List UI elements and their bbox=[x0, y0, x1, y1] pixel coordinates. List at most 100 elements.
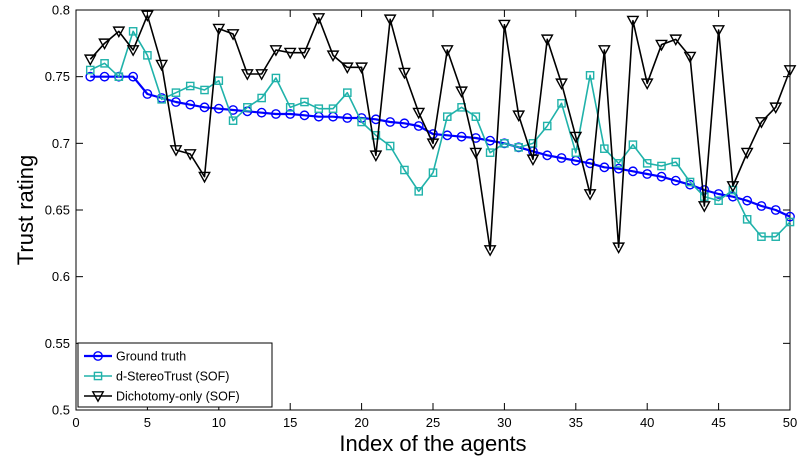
data-point-circle bbox=[656, 171, 667, 182]
data-point-triangle bbox=[583, 189, 597, 201]
data-point-triangle bbox=[455, 86, 468, 98]
data-point-circle bbox=[742, 195, 753, 206]
data-point-square bbox=[642, 159, 652, 168]
data-point-triangle bbox=[483, 245, 497, 257]
data-point-circle bbox=[256, 107, 267, 118]
data-point-triangle bbox=[112, 26, 126, 38]
x-tick-label: 25 bbox=[426, 415, 440, 430]
data-point-square bbox=[185, 81, 195, 91]
data-point-circle bbox=[670, 175, 681, 186]
data-point-circle bbox=[199, 102, 210, 113]
data-point-triangle bbox=[398, 67, 411, 80]
data-point-triangle bbox=[141, 10, 154, 22]
data-point-triangle bbox=[683, 51, 697, 64]
data-point-square bbox=[514, 143, 523, 152]
data-point-triangle bbox=[298, 47, 311, 60]
data-point-triangle bbox=[412, 107, 426, 120]
y-tick-label: 0.55 bbox=[45, 336, 70, 351]
data-point-square bbox=[328, 104, 338, 113]
data-point-triangle bbox=[383, 14, 397, 26]
data-point-square bbox=[343, 88, 352, 97]
data-point-square bbox=[271, 73, 281, 83]
data-point-triangle bbox=[83, 54, 97, 66]
x-axis-title: Index of the agents bbox=[339, 431, 526, 456]
data-point-triangle bbox=[198, 171, 211, 184]
data-point-square bbox=[257, 93, 266, 103]
data-point-circle bbox=[756, 201, 767, 211]
x-tick-label: 5 bbox=[144, 415, 151, 430]
data-point-square bbox=[671, 157, 681, 167]
data-point-triangle bbox=[183, 149, 197, 161]
data-point-square bbox=[485, 148, 495, 157]
data-point-square bbox=[285, 103, 295, 112]
data-point-triangle bbox=[626, 15, 640, 28]
data-point-circle bbox=[456, 131, 467, 142]
series-square bbox=[85, 27, 795, 241]
data-point-triangle bbox=[526, 154, 540, 166]
data-point-triangle bbox=[512, 110, 526, 122]
data-point-triangle bbox=[426, 138, 440, 150]
legend-marker bbox=[93, 371, 103, 381]
data-point-circle bbox=[556, 153, 567, 163]
data-point-circle bbox=[585, 158, 595, 169]
x-tick-label: 50 bbox=[783, 415, 797, 430]
x-tick-label: 30 bbox=[497, 415, 511, 430]
x-tick-label: 15 bbox=[283, 415, 297, 430]
x-tick-label: 0 bbox=[72, 415, 79, 430]
data-point-circle bbox=[699, 185, 710, 195]
data-point-square bbox=[143, 51, 152, 60]
data-point-circle bbox=[299, 110, 310, 121]
data-point-triangle bbox=[669, 34, 683, 46]
data-point-square bbox=[385, 141, 395, 151]
data-point-circle bbox=[642, 169, 653, 179]
data-point-circle bbox=[128, 71, 139, 82]
data-point-triangle bbox=[240, 69, 254, 81]
data-point-triangle bbox=[469, 147, 483, 160]
data-point-square bbox=[114, 72, 124, 81]
data-point-triangle bbox=[755, 117, 768, 129]
y-tick-label: 0.6 bbox=[52, 269, 70, 284]
legend-label: Ground truth bbox=[116, 350, 186, 364]
legend: Ground truth d-StereoTrust (SOF) Dichotomy… bbox=[77, 342, 273, 408]
data-point-circle bbox=[185, 99, 196, 110]
data-point-triangle bbox=[98, 38, 111, 50]
data-point-square bbox=[785, 217, 795, 227]
data-point-triangle bbox=[440, 45, 454, 57]
data-point-triangle bbox=[540, 34, 554, 46]
data-point-circle bbox=[413, 121, 424, 131]
data-point-triangle bbox=[783, 65, 797, 77]
data-point-triangle bbox=[340, 62, 354, 74]
data-point-triangle bbox=[769, 102, 783, 114]
data-point-square bbox=[557, 99, 566, 108]
data-point-triangle bbox=[655, 39, 668, 52]
data-point-circle bbox=[628, 166, 638, 177]
data-point-square bbox=[157, 95, 166, 104]
data-point-triangle bbox=[612, 242, 626, 254]
data-point-square bbox=[685, 177, 695, 187]
data-point-circle bbox=[785, 211, 795, 222]
data-point-square bbox=[300, 97, 309, 107]
data-point-square bbox=[128, 27, 138, 36]
x-tick-label: 20 bbox=[354, 415, 368, 430]
y-axis-title: Trust rating bbox=[13, 155, 38, 265]
data-point-circle bbox=[285, 109, 296, 119]
data-point-square bbox=[200, 85, 209, 95]
data-point-square bbox=[714, 196, 723, 205]
data-point-circle bbox=[385, 117, 396, 127]
data-point-triangle bbox=[212, 23, 226, 36]
data-point-circle bbox=[99, 71, 110, 82]
data-point-circle bbox=[599, 162, 610, 173]
data-point-circle bbox=[213, 103, 224, 114]
data-point-circle bbox=[713, 189, 724, 199]
data-point-triangle bbox=[726, 181, 740, 193]
data-point-triangle bbox=[283, 47, 297, 60]
x-tick-label: 45 bbox=[711, 415, 725, 430]
y-tick-label: 0.65 bbox=[45, 203, 70, 218]
data-point-square bbox=[528, 139, 538, 148]
data-point-square bbox=[442, 112, 452, 121]
data-point-square bbox=[400, 165, 409, 175]
data-point-square bbox=[85, 65, 95, 75]
data-point-triangle bbox=[169, 145, 183, 157]
data-point-square bbox=[585, 71, 595, 80]
data-point-triangle bbox=[369, 150, 383, 162]
